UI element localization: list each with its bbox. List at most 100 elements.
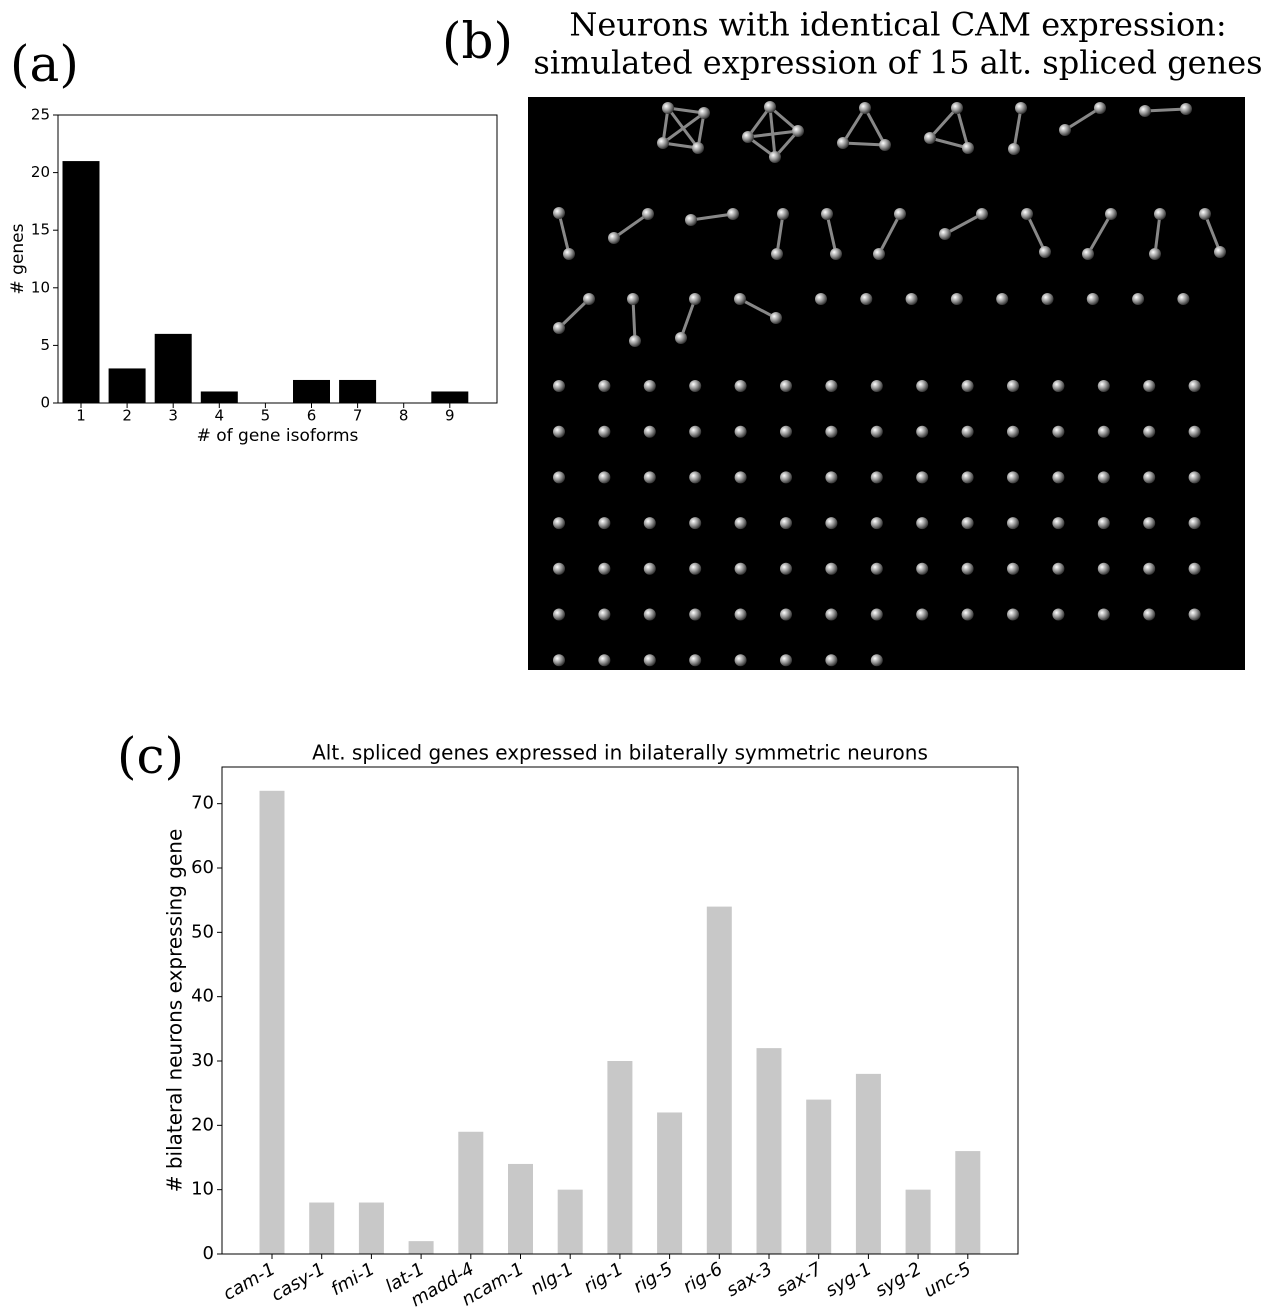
- connection: [1203, 213, 1222, 253]
- connection: [825, 213, 838, 255]
- neuron: [643, 471, 656, 484]
- neuron: [825, 654, 838, 667]
- neuron: [870, 380, 883, 392]
- neuron: [583, 293, 595, 305]
- connection: [557, 212, 571, 255]
- neuron: [1143, 562, 1156, 575]
- network-graphs: [553, 101, 1226, 667]
- neuron: [961, 517, 974, 530]
- x-tick-label: 2: [122, 407, 132, 425]
- connection: [746, 106, 772, 138]
- neuron: [553, 562, 565, 575]
- panel-title: simulated expression of 15 alt. spliced …: [533, 44, 1262, 82]
- neuron: [780, 562, 792, 575]
- x-tick-label: 3: [168, 407, 178, 425]
- neuron: [837, 137, 849, 149]
- connection: [631, 298, 637, 342]
- neuron: [689, 608, 702, 621]
- bar: [309, 1202, 335, 1254]
- y-tick-label: 50: [191, 921, 214, 942]
- neuron: [1097, 425, 1110, 438]
- neuron: [1086, 293, 1099, 305]
- neuron: [770, 312, 782, 324]
- neuron: [1082, 248, 1094, 260]
- neuron: [734, 654, 747, 667]
- x-tick-label: 5: [261, 407, 271, 425]
- bar: [458, 1131, 484, 1254]
- x-tick-label: nlg-1: [527, 1258, 577, 1299]
- connection: [739, 297, 777, 320]
- connection: [1144, 107, 1187, 113]
- connection: [768, 106, 777, 158]
- y-axis-label: # bilateral neurons expressing gene: [163, 829, 187, 1193]
- bar: [200, 391, 238, 403]
- neuron: [1007, 425, 1019, 438]
- neuron: [951, 102, 963, 114]
- neuron: [924, 132, 936, 144]
- bar: [358, 1202, 384, 1254]
- neuron: [643, 654, 656, 667]
- chart-title: Alt. spliced genes expressed in bilatera…: [312, 741, 928, 765]
- connection: [1012, 107, 1023, 150]
- neuron: [780, 608, 792, 621]
- bar: [855, 1073, 881, 1254]
- neuron: [1007, 562, 1019, 575]
- bar: [293, 379, 330, 403]
- neuron: [916, 562, 929, 575]
- bar: [557, 1189, 583, 1254]
- connection: [877, 213, 902, 255]
- neuron: [1149, 248, 1161, 260]
- neuron: [1188, 562, 1201, 575]
- neuron: [734, 380, 747, 392]
- neuron: [598, 517, 611, 530]
- neuron: [1143, 425, 1156, 438]
- neuron: [825, 380, 838, 392]
- connection: [1086, 213, 1113, 255]
- neuron: [629, 335, 641, 347]
- neuron: [657, 137, 669, 149]
- panel-label: (b): [442, 12, 513, 70]
- neuron: [1097, 471, 1110, 484]
- neuron: [825, 608, 838, 621]
- connection: [662, 111, 705, 145]
- neuron: [627, 293, 639, 305]
- y-tick-label: 15: [31, 221, 50, 239]
- neuron: [689, 562, 702, 575]
- neuron: [825, 471, 838, 484]
- neuron: [734, 293, 746, 305]
- neuron: [1143, 471, 1156, 484]
- neuron: [734, 608, 747, 621]
- neuron: [860, 293, 873, 305]
- neuron: [1143, 380, 1156, 392]
- y-axis-label: # genes: [8, 223, 28, 294]
- neuron: [1188, 517, 1201, 530]
- neuron: [1214, 246, 1226, 258]
- x-tick-label: 8: [399, 407, 409, 425]
- y-tick-label: 30: [191, 1050, 214, 1071]
- neuron: [1143, 517, 1156, 530]
- bar: [431, 391, 469, 403]
- x-tick-label: 9: [445, 407, 455, 425]
- neuron: [780, 425, 792, 438]
- neuron: [553, 608, 565, 621]
- x-tick-label: rig-5: [630, 1258, 677, 1297]
- neuron: [734, 562, 747, 575]
- y-tick-label: 5: [40, 336, 50, 354]
- neuron: [662, 102, 674, 114]
- x-tick-label: syg-2: [872, 1258, 925, 1301]
- neuron: [1097, 380, 1110, 392]
- neuron: [689, 517, 702, 530]
- connection: [679, 298, 697, 339]
- neuron: [1180, 103, 1192, 115]
- neuron: [608, 232, 620, 244]
- connection: [690, 212, 734, 222]
- neuron: [553, 322, 565, 334]
- connection: [929, 136, 969, 150]
- neuron: [553, 517, 565, 530]
- neuron: [916, 517, 929, 530]
- neuron: [689, 425, 702, 438]
- neuron: [1007, 608, 1019, 621]
- connection: [775, 213, 785, 255]
- y-tick-label: 0: [203, 1243, 214, 1264]
